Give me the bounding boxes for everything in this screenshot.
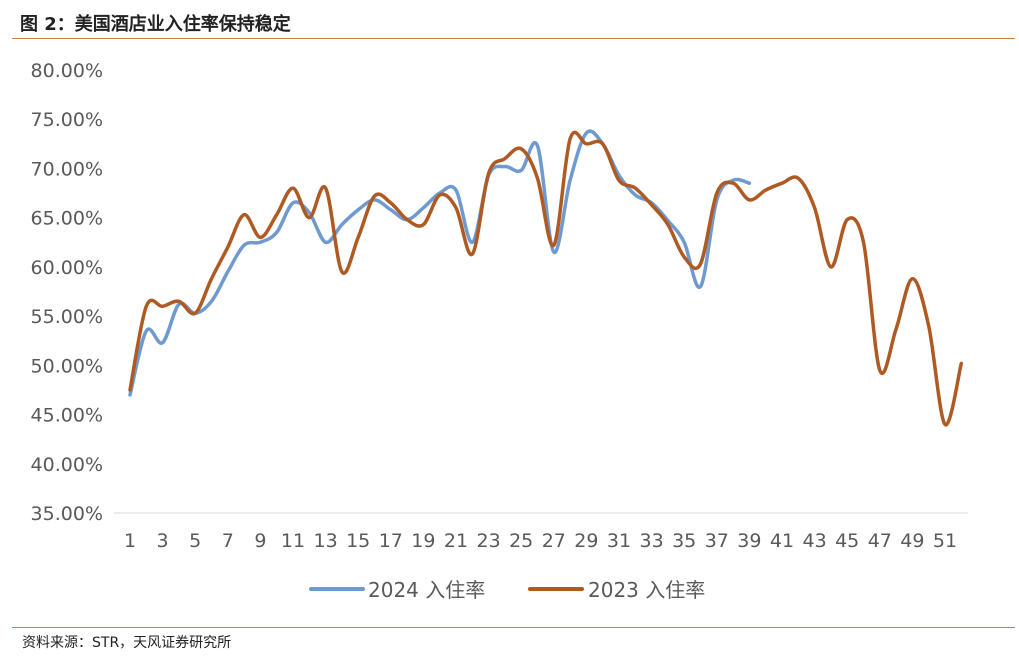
source-note: 资料来源：STR，天风证券研究所 [22, 635, 232, 651]
y-tick-label: 50.00% [31, 355, 103, 377]
x-tick-label: 39 [737, 530, 761, 552]
legend-label-2023: 2023 入住率 [588, 578, 705, 602]
x-tick-label: 3 [157, 530, 169, 552]
x-tick-label: 43 [803, 530, 827, 552]
x-tick-label: 35 [672, 530, 696, 552]
legend: 2024 入住率 2023 入住率 [309, 578, 705, 602]
x-tick-label: 1 [124, 530, 136, 552]
series-line-2024 [128, 129, 752, 397]
y-tick-label: 65.00% [31, 208, 103, 230]
x-tick-label: 33 [640, 530, 664, 552]
y-tick-label: 60.00% [31, 257, 103, 279]
x-tick-label: 45 [835, 530, 859, 552]
x-tick-label: 31 [607, 530, 631, 552]
top-rule [12, 38, 1015, 39]
y-tick-label: 55.00% [31, 306, 103, 328]
y-tick-label: 75.00% [31, 109, 103, 131]
x-tick-label: 29 [574, 530, 598, 552]
x-axis-ticks: 1 3 5 7 9 11 13 15 17 19 21 23 25 27 29 31 33 35 37 39 41 43 4… [124, 530, 957, 552]
y-tick-label: 35.00% [31, 503, 103, 525]
x-tick-label: 49 [900, 530, 924, 552]
y-tick-label: 45.00% [31, 405, 103, 427]
x-tick-label: 7 [222, 530, 234, 552]
x-tick-label: 37 [705, 530, 729, 552]
x-tick-label: 41 [770, 530, 794, 552]
x-tick-label: 17 [379, 530, 403, 552]
x-tick-label: 19 [411, 530, 435, 552]
x-tick-label: 9 [254, 530, 266, 552]
y-tick-label: 70.00% [31, 158, 103, 180]
y-axis-ticks: 80.00% 75.00% 70.00% 65.00% 60.00% 55.00% 50.0… [31, 60, 103, 525]
bottom-rule [12, 627, 1015, 628]
x-tick-label: 21 [444, 530, 468, 552]
x-tick-label: 11 [281, 530, 305, 552]
x-tick-label: 27 [542, 530, 566, 552]
x-tick-label: 15 [346, 530, 370, 552]
x-tick-label: 47 [868, 530, 892, 552]
series-lines [128, 129, 964, 427]
x-tick-label: 51 [933, 530, 957, 552]
x-tick-label: 25 [509, 530, 533, 552]
y-tick-label: 80.00% [31, 60, 103, 82]
x-tick-label: 23 [477, 530, 501, 552]
figure-title: 图 2：美国酒店业入住率保持稳定 [20, 14, 291, 35]
x-tick-label: 13 [314, 530, 338, 552]
x-tick-label: 5 [189, 530, 201, 552]
series-line-2023 [128, 130, 964, 427]
legend-label-2024: 2024 入住率 [368, 578, 485, 602]
y-tick-label: 40.00% [31, 454, 103, 476]
